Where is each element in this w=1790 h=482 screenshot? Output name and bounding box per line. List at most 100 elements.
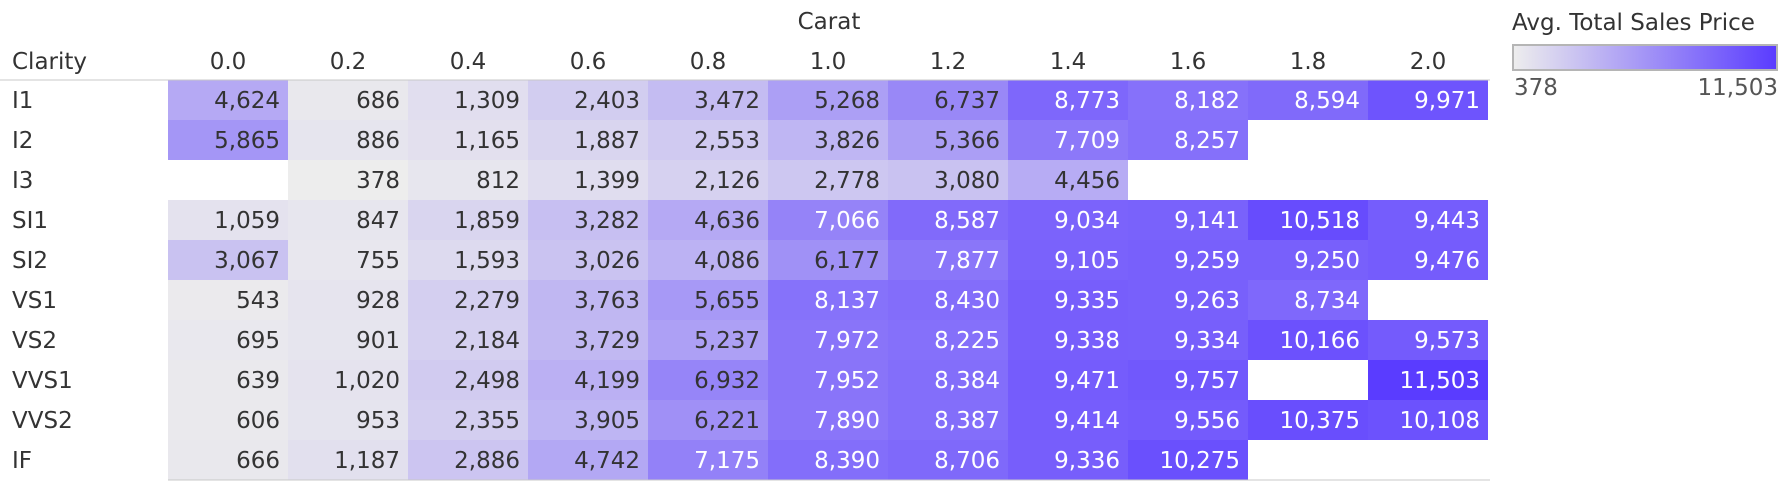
heatmap-cell [768,80,888,120]
heatmap-cell [648,280,768,320]
heatmap-cell-label: 1,020 [334,368,400,394]
heatmap-cell [1128,120,1248,160]
heatmap-cell [1128,360,1248,400]
heatmap-cell-label: 886 [356,128,400,154]
heatmap-cell-label: 6,737 [934,88,1000,114]
column-label: 0.4 [450,49,487,75]
heatmap-cell [168,240,288,280]
column-label: 0.0 [210,49,247,75]
column-labels: 0.0 0.2 0.4 0.6 0.8 1.0 1.2 1.4 1.6 1.8 2.0 [210,49,1447,75]
heatmap-cell [168,320,288,360]
heatmap-cell-label: 4,624 [214,88,280,114]
heatmap-cell [888,320,1008,360]
heatmap-cell [1008,120,1128,160]
heatmap-cell-label: 4,636 [694,208,760,234]
heatmap-cell [888,80,1008,120]
heatmap-cell [888,360,1008,400]
heatmap-cell-label: 7,066 [814,208,880,234]
heatmap-cell-label: 3,080 [934,168,1000,194]
heatmap-cell-label: 8,182 [1174,88,1240,114]
heatmap-cell [528,440,648,480]
heatmap-cell [888,240,1008,280]
legend-min-label: 378 [1514,75,1558,101]
heatmap-cell [1008,400,1128,440]
heatmap-cell-label: 9,471 [1054,368,1120,394]
heatmap-cell [768,440,888,480]
heatmap-cell-label: 8,587 [934,208,1000,234]
heatmap-cell-label: 2,498 [454,368,520,394]
row-labels: I1 I2 I3 SI1 SI2 VS1 VS2 VVS1 VVS2 IF [12,88,73,474]
heatmap-cell-label: 8,387 [934,408,1000,434]
row-header-clarity: Clarity [12,49,87,75]
heatmap-cell-label: 6,177 [814,248,880,274]
heatmap-cell-label: 1,399 [574,168,640,194]
legend-range-labels: 378 11,503 [1512,75,1784,105]
heatmap-cell-label: 9,105 [1054,248,1120,274]
heatmap-cell-label: 3,472 [694,88,760,114]
heatmap-cell-label: 5,366 [934,128,1000,154]
heatmap-cell [408,440,528,480]
row-label: IF [12,448,32,474]
heatmap-cell [288,120,408,160]
heatmap-cell [288,440,408,480]
heatmap-cell-label: 2,279 [454,288,520,314]
heatmap-cell-label: 5,237 [694,328,760,354]
heatmap-cell-label: 4,742 [574,448,640,474]
heatmap-cell-label: 543 [236,288,280,314]
heatmap-cell [168,400,288,440]
heatmap-cell [648,200,768,240]
heatmap-cell [168,360,288,400]
heatmap-cell-label: 10,275 [1160,448,1240,474]
heatmap-cell [288,400,408,440]
heatmap-cell-label: 666 [236,448,280,474]
heatmap-cell [408,320,528,360]
heatmap-cell [1008,200,1128,240]
column-label: 1.0 [810,49,847,75]
heatmap-cell-label: 5,865 [214,128,280,154]
heatmap-cell-label: 5,655 [694,288,760,314]
heatmap-cell [1128,400,1248,440]
heatmap-cell [288,160,408,200]
heatmap-cell-label: 1,187 [334,448,400,474]
heatmap-cell [648,400,768,440]
heatmap-cell-label: 8,384 [934,368,1000,394]
heatmap-cell [168,440,288,480]
row-label: VS2 [12,328,57,354]
column-label: 0.6 [570,49,607,75]
heatmap-cell-label: 7,972 [814,328,880,354]
heatmap-cell [528,200,648,240]
heatmap-cell [768,240,888,280]
heatmap-cell [1008,240,1128,280]
heatmap-cell-label: 3,905 [574,408,640,434]
heatmap-cell-label: 8,430 [934,288,1000,314]
heatmap-cell-label: 4,456 [1054,168,1120,194]
heatmap-cell [1368,360,1488,400]
heatmap-cell-label: 2,126 [694,168,760,194]
heatmap-cell [888,440,1008,480]
heatmap-cell-label: 9,335 [1054,288,1120,314]
row-label: VS1 [12,288,57,314]
heatmap-cell [1128,320,1248,360]
heatmap-cell [1368,240,1488,280]
heatmap-cell-label: 953 [356,408,400,434]
heatmap-cell [528,120,648,160]
heatmap-cell-label: 9,336 [1054,448,1120,474]
heatmap-cell [768,200,888,240]
heatmap-cell [1008,80,1128,120]
heatmap-cell [1008,440,1128,480]
heatmap-cell-label: 2,184 [454,328,520,354]
heatmap-cell [1248,400,1368,440]
column-label: 2.0 [1410,49,1447,75]
heatmap-cell [648,360,768,400]
heatmap-cell-label: 10,518 [1280,208,1360,234]
heatmap-cell-label: 9,250 [1294,248,1360,274]
heatmap-cell [888,280,1008,320]
heatmap-cell [768,120,888,160]
heatmap-cell-label: 3,026 [574,248,640,274]
heatmap-cell [1368,320,1488,360]
heatmap-cell [1368,200,1488,240]
legend-max-label: 11,503 [1697,75,1778,101]
heatmap-cell-label: 812 [476,168,520,194]
heatmap-cell [1008,160,1128,200]
heatmap-cell [1008,280,1128,320]
